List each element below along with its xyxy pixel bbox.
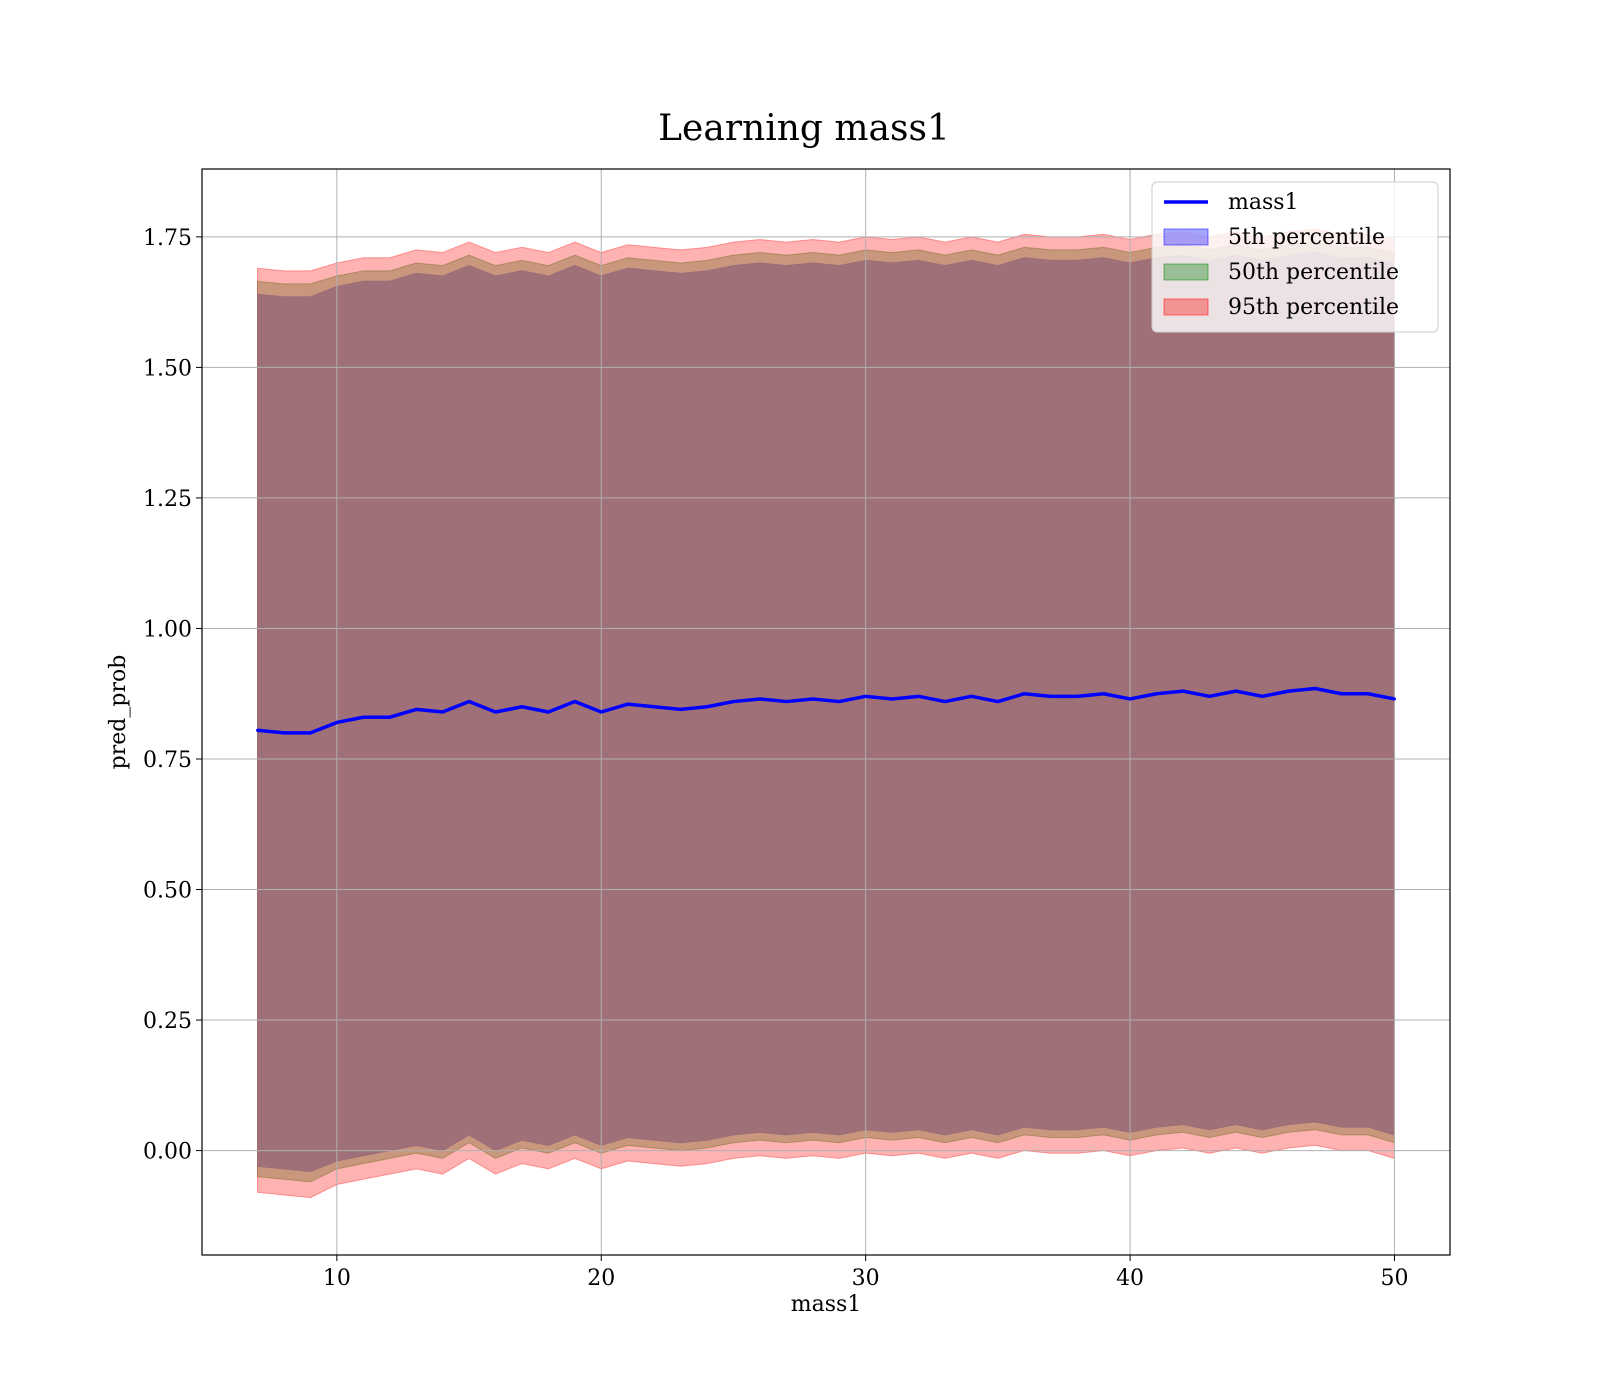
data-point bbox=[917, 694, 921, 698]
data-point bbox=[1313, 687, 1317, 691]
x-tick-label: 50 bbox=[1380, 1266, 1408, 1291]
data-point bbox=[573, 700, 577, 704]
band-overlap bbox=[257, 252, 1395, 1172]
data-point bbox=[388, 715, 392, 719]
x-tick-label: 20 bbox=[587, 1266, 615, 1291]
data-point bbox=[599, 710, 603, 714]
legend-swatch-patch bbox=[1163, 298, 1209, 316]
data-point bbox=[308, 731, 312, 735]
y-tick-label: 0.25 bbox=[143, 1009, 192, 1034]
y-tick-label: 1.00 bbox=[143, 617, 192, 642]
y-tick-label: 1.75 bbox=[143, 226, 192, 251]
y-axis-label: pred_prob bbox=[106, 655, 131, 770]
data-point bbox=[864, 694, 868, 698]
series-line-mass1 bbox=[257, 686, 1395, 735]
data-point bbox=[969, 694, 973, 698]
x-tick-label: 30 bbox=[852, 1266, 880, 1291]
axes-frame bbox=[201, 168, 1451, 1256]
data-point bbox=[256, 728, 260, 732]
data-point bbox=[1155, 692, 1159, 696]
y-tick-label: 1.25 bbox=[143, 487, 192, 512]
data-point bbox=[493, 710, 497, 714]
y-tick-label: 1.50 bbox=[143, 356, 192, 381]
data-point bbox=[467, 700, 471, 704]
data-point bbox=[811, 697, 815, 701]
data-point bbox=[705, 705, 709, 709]
data-point bbox=[414, 707, 418, 711]
data-point bbox=[652, 705, 656, 709]
data-point bbox=[1340, 692, 1344, 696]
data-point bbox=[943, 700, 947, 704]
x-tick-label: 40 bbox=[1116, 1266, 1144, 1291]
data-point bbox=[837, 700, 841, 704]
x-axis-label: mass1 bbox=[791, 1292, 862, 1317]
data-point bbox=[1260, 694, 1264, 698]
legend-box bbox=[1151, 181, 1439, 333]
x-tick-label: 10 bbox=[323, 1266, 351, 1291]
data-point bbox=[1366, 692, 1370, 696]
data-point bbox=[679, 707, 683, 711]
y-tick-label: 0.00 bbox=[143, 1140, 192, 1165]
legend-swatch-patch bbox=[1163, 228, 1209, 246]
y-axis: 0.00 0.25 0.50 0.75 1.00 1.25 1.50 1.75 bbox=[143, 226, 202, 1165]
data-point bbox=[282, 731, 286, 735]
y-tick-label: 0.50 bbox=[143, 879, 192, 904]
data-point bbox=[1022, 692, 1026, 696]
data-point bbox=[1234, 689, 1238, 693]
data-point bbox=[1075, 694, 1079, 698]
y-tick-label: 0.75 bbox=[143, 748, 192, 773]
data-point bbox=[890, 697, 894, 701]
data-point bbox=[1207, 694, 1211, 698]
data-point bbox=[1128, 697, 1132, 701]
legend-label: 5th percentile bbox=[1228, 225, 1385, 250]
data-point bbox=[361, 715, 365, 719]
data-point bbox=[546, 710, 550, 714]
data-point bbox=[1102, 692, 1106, 696]
legend-label: 50th percentile bbox=[1228, 260, 1399, 285]
data-point bbox=[996, 700, 1000, 704]
data-point bbox=[520, 705, 524, 709]
data-point bbox=[1392, 697, 1396, 701]
legend: mass1 5th percentile 50th percentile 95th p… bbox=[1151, 181, 1439, 333]
plot-area bbox=[202, 169, 1450, 1255]
legend-label: 95th percentile bbox=[1228, 295, 1399, 320]
data-point bbox=[758, 697, 762, 701]
data-point bbox=[335, 720, 339, 724]
data-point bbox=[784, 700, 788, 704]
data-point bbox=[1181, 689, 1185, 693]
legend-label: mass1 bbox=[1228, 190, 1299, 215]
data-point bbox=[731, 700, 735, 704]
data-point bbox=[626, 702, 630, 706]
chart-title: Learning mass1 bbox=[658, 108, 950, 149]
data-point bbox=[1287, 689, 1291, 693]
x-axis: 10 20 30 40 50 bbox=[323, 1255, 1408, 1291]
data-point bbox=[1049, 694, 1053, 698]
data-point bbox=[441, 710, 445, 714]
legend-swatch-patch bbox=[1163, 263, 1209, 281]
